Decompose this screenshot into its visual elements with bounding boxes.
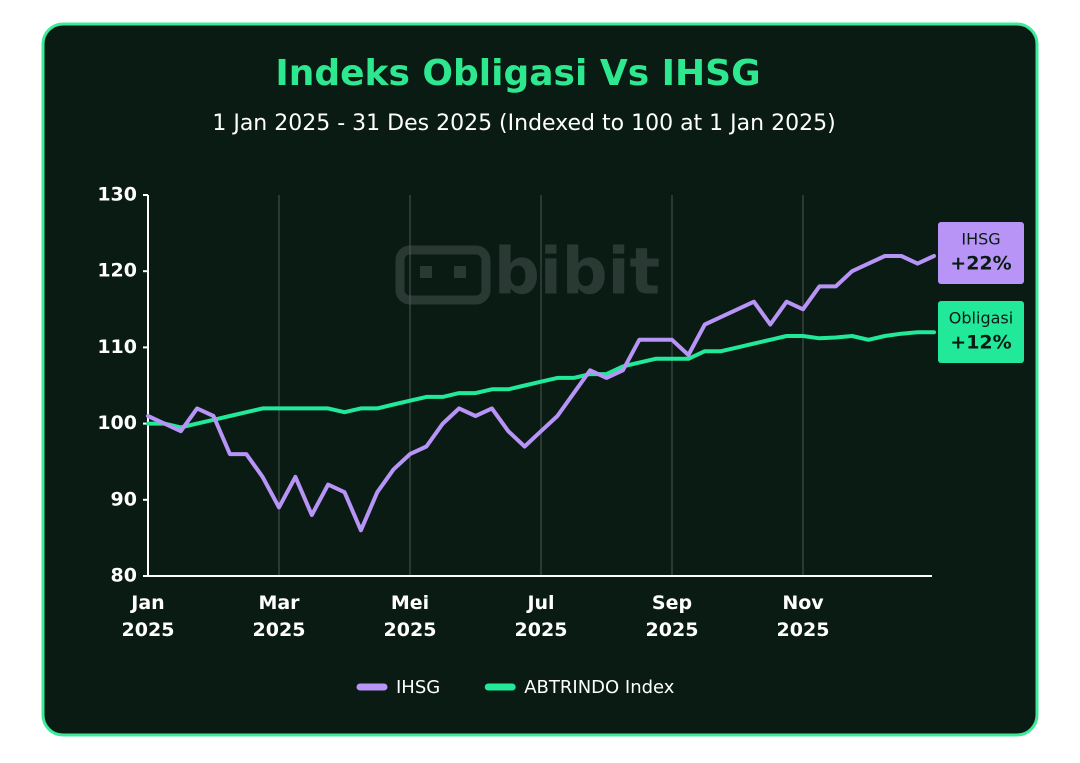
chart-subtitle: 1 Jan 2025 - 31 Des 2025 (Indexed to 100… (212, 111, 835, 136)
annotation-value: +12% (950, 332, 1011, 354)
x-tick-label: Mar 2025 (252, 592, 306, 641)
legend-label: ABTRINDO Index (524, 677, 675, 698)
y-tick-label: 100 (97, 412, 137, 434)
chart-title: Indeks Obligasi Vs IHSG (275, 53, 760, 94)
annotation-box (938, 222, 1024, 284)
x-tick-label: Jul 2025 (514, 592, 568, 641)
series-line (146, 330, 936, 430)
y-tick-label: 90 (111, 488, 137, 510)
watermark-logo (395, 245, 491, 305)
y-tick-label: 110 (97, 336, 137, 358)
series-line (146, 254, 936, 533)
card (41, 22, 1039, 737)
watermark: bibit (494, 236, 660, 310)
annotation-label: Obligasi (949, 309, 1013, 328)
x-tick-label: Mei 2025 (383, 592, 437, 641)
annotation-value: +22% (950, 253, 1011, 275)
x-tick-label: Nov 2025 (776, 592, 830, 641)
annotation-box (938, 301, 1024, 363)
y-tick-label: 120 (97, 260, 137, 282)
y-tick-label: 130 (97, 184, 137, 206)
y-tick-label: 80 (111, 565, 137, 587)
annotation-label: IHSG (961, 230, 1000, 249)
legend-label: IHSG (396, 677, 440, 698)
x-tick-label: Jan 2025 (121, 592, 175, 641)
x-tick-label: Sep 2025 (645, 592, 699, 641)
